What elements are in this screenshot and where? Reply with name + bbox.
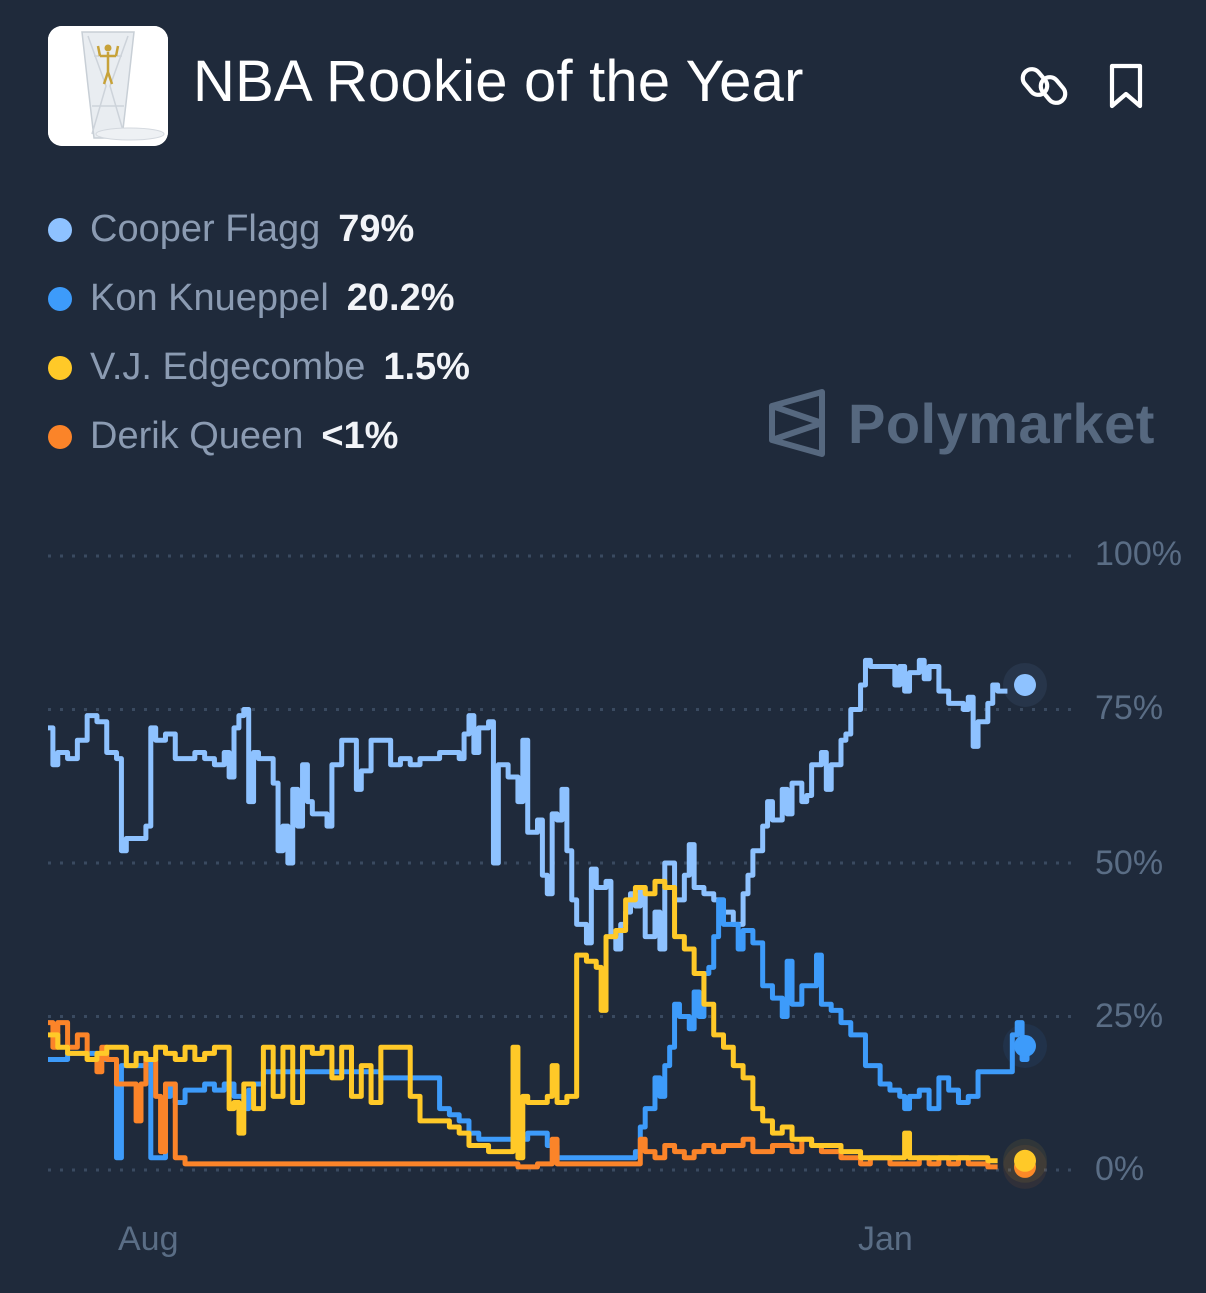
y-tick-label: 100%	[1095, 535, 1182, 573]
legend-dot-icon	[48, 424, 72, 449]
brand-name: Polymarket	[848, 391, 1155, 455]
polymarket-logo-icon	[769, 389, 825, 457]
series-line	[48, 1020, 998, 1170]
legend-dot-icon	[48, 217, 72, 242]
series-endpoint-marker	[1014, 673, 1036, 696]
y-tick-label: 25%	[1095, 997, 1164, 1035]
trophy-thumbnail	[48, 26, 168, 146]
legend-label: Kon Knueppel	[90, 277, 329, 319]
legend-dot-icon	[48, 355, 72, 380]
y-tick-label: 50%	[1095, 844, 1164, 882]
legend-value: <1%	[321, 415, 399, 457]
series-endpoint-marker	[1014, 1149, 1036, 1172]
legend-value: 1.5%	[383, 346, 470, 388]
legend-value: 20.2%	[346, 277, 455, 319]
page-title: NBA Rookie of the Year	[193, 49, 804, 114]
legend-dot-icon	[48, 286, 72, 311]
link-icon	[1020, 67, 1068, 105]
legend-item: Cooper Flagg 79%	[48, 195, 470, 264]
bookmark-icon	[1109, 63, 1143, 109]
polymarket-watermark: Polymarket	[766, 388, 1155, 458]
trophy-icon	[48, 26, 168, 146]
legend-value: 79%	[338, 208, 415, 250]
x-tick-label: Jan	[858, 1220, 913, 1258]
y-tick-label: 0%	[1095, 1150, 1145, 1188]
series-line	[48, 657, 1008, 952]
legend-item: Kon Knueppel 20.2%	[48, 264, 470, 333]
series-line	[48, 897, 1030, 1161]
bookmark-button[interactable]	[1100, 60, 1152, 112]
market-header: NBA Rookie of the Year	[48, 26, 1168, 146]
legend-label: Cooper Flagg	[90, 208, 321, 250]
legend-item: V.J. Edgecombe 1.5%	[48, 333, 470, 402]
legend-item: Derik Queen <1%	[48, 402, 470, 471]
series-line	[48, 878, 998, 1164]
copy-link-button[interactable]	[1020, 60, 1072, 112]
chart-legend: Cooper Flagg 79% Kon Knueppel 20.2% V.J.…	[48, 195, 470, 471]
series-endpoint-marker	[1014, 1034, 1036, 1057]
legend-label: V.J. Edgecombe	[90, 346, 366, 388]
y-tick-label: 75%	[1095, 689, 1164, 727]
legend-label: Derik Queen	[90, 415, 304, 457]
x-tick-label: Aug	[118, 1220, 179, 1258]
